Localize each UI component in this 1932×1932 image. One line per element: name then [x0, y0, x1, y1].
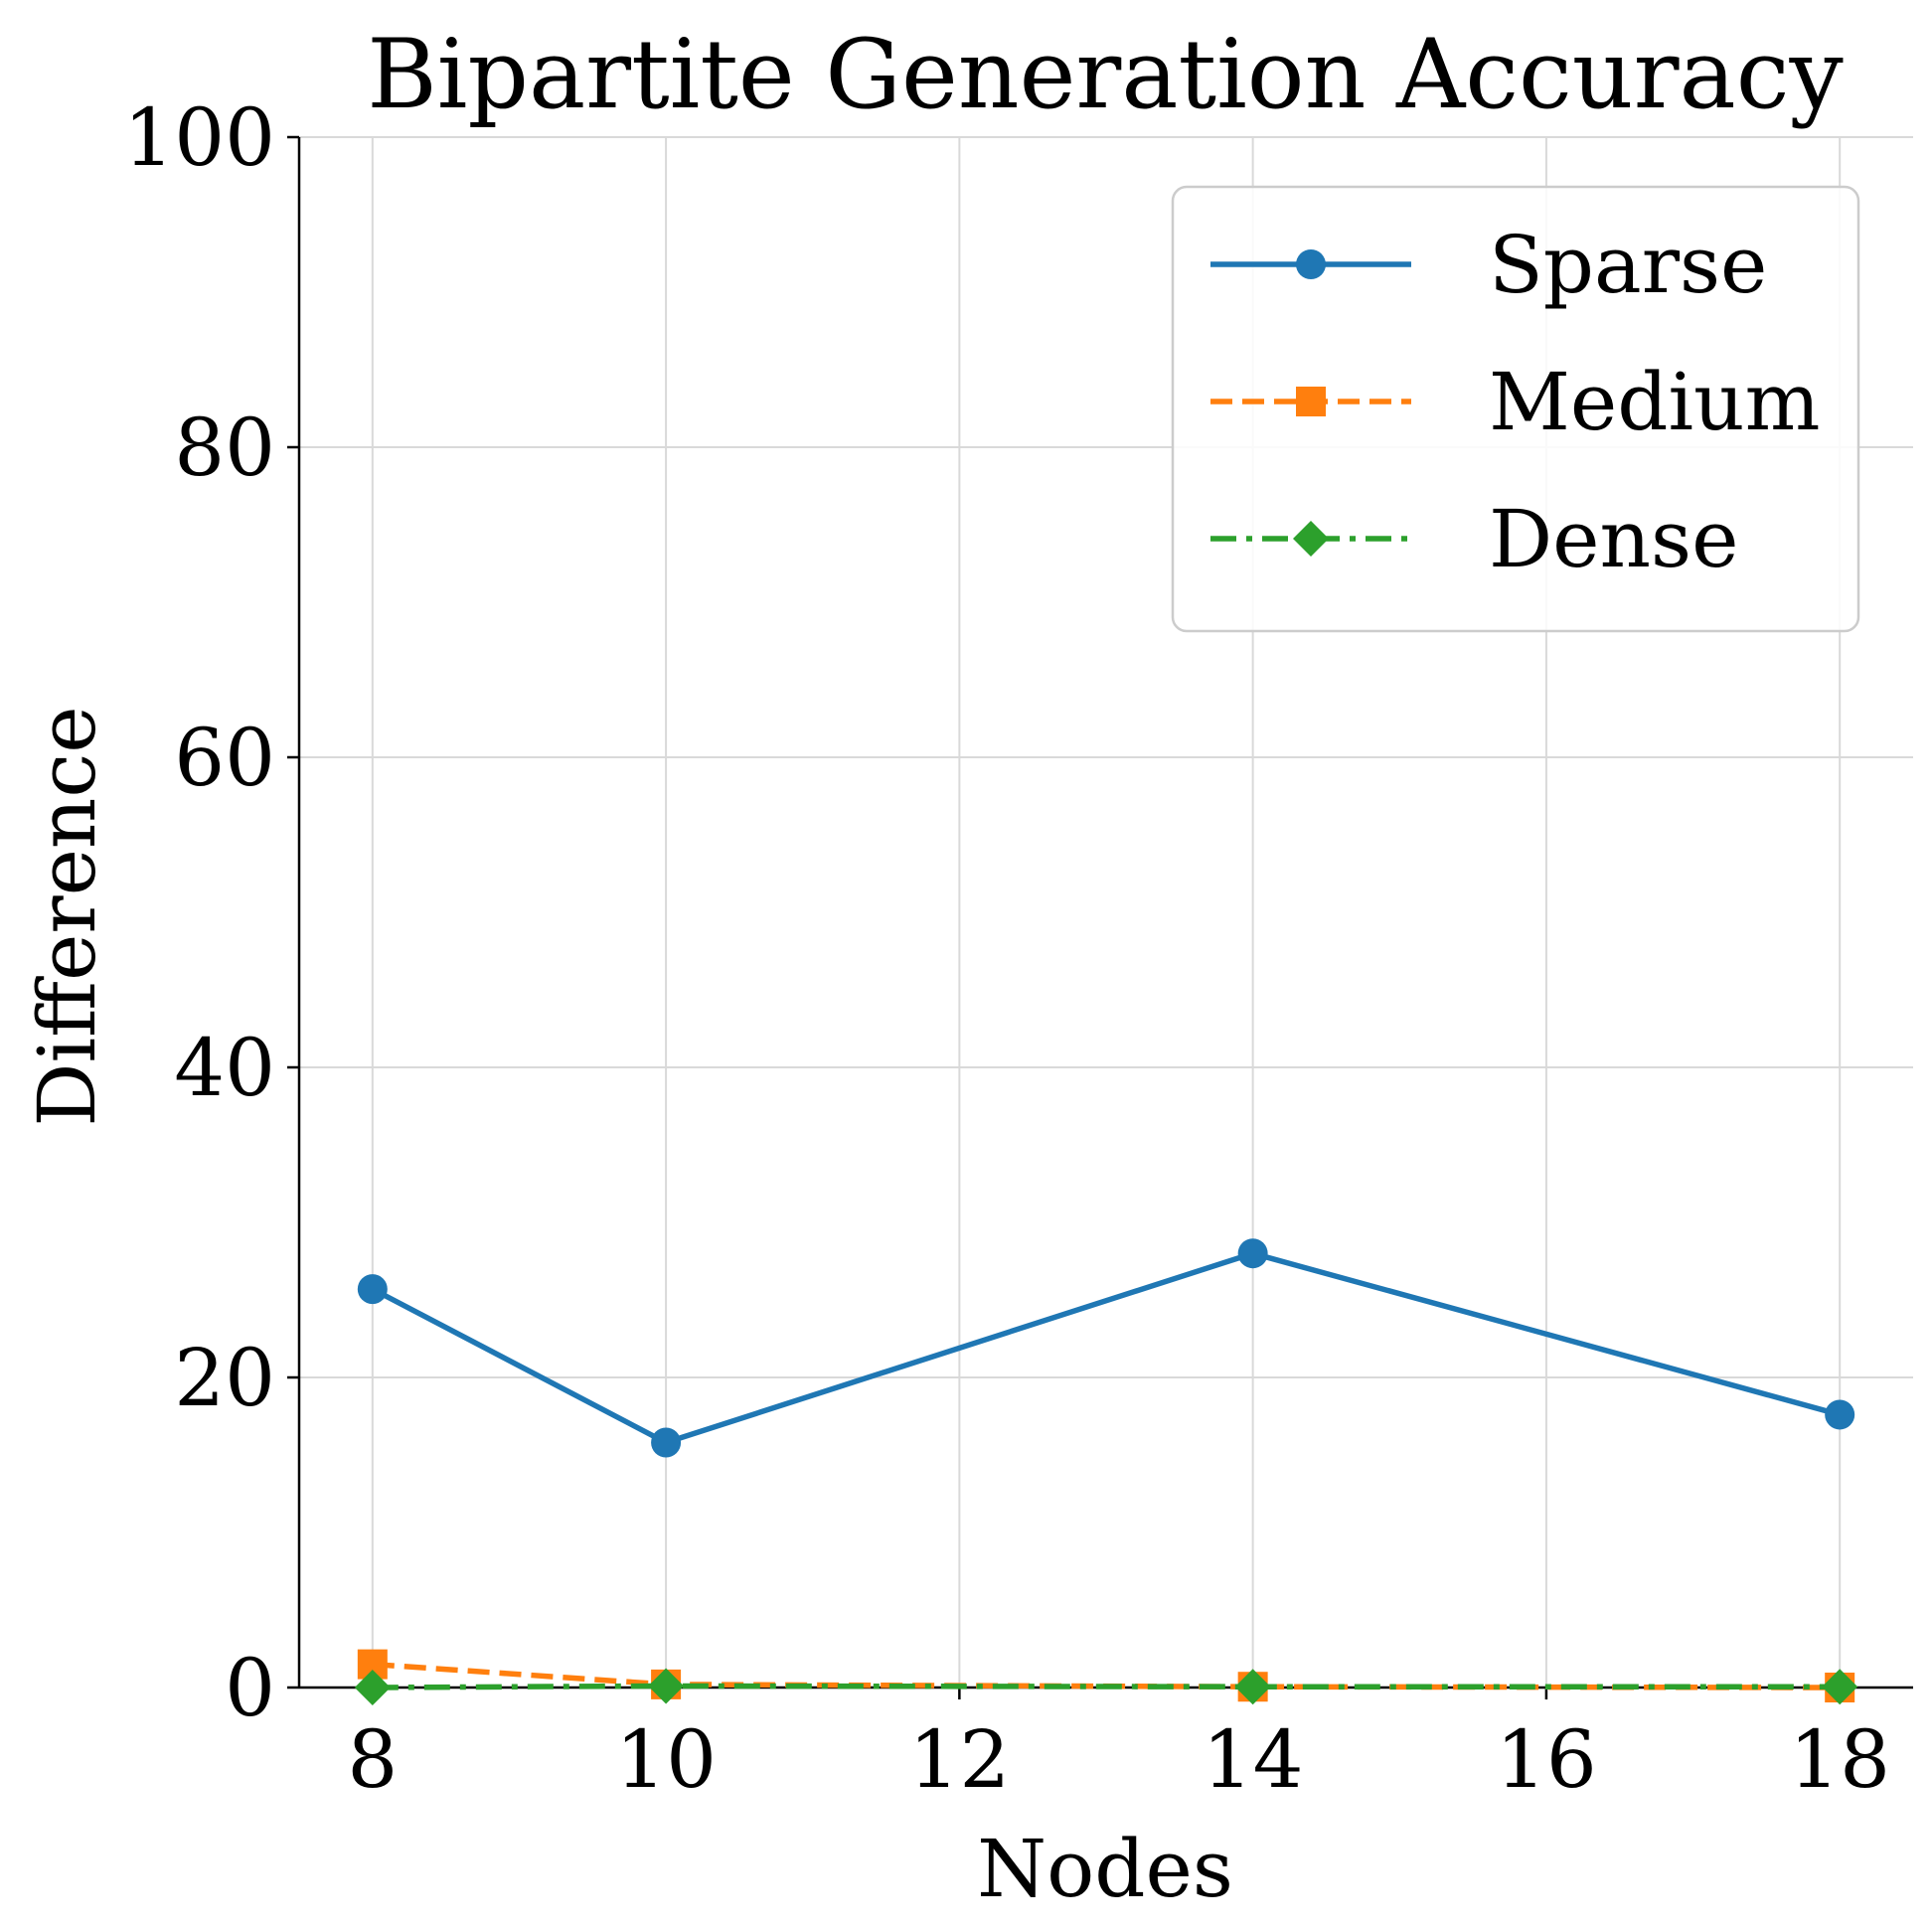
x-tick-label: 10	[615, 1713, 717, 1806]
y-tick-label: 20	[174, 1332, 275, 1424]
chart-title: Bipartite Generation Accuracy	[367, 19, 1844, 130]
legend-item-sparse: Sparse	[1210, 219, 1767, 311]
data-point-dense	[354, 1670, 391, 1705]
x-tick-label: 8	[347, 1713, 398, 1806]
data-point-dense	[1234, 1669, 1271, 1705]
y-tick-label: 60	[174, 712, 275, 804]
series-dense	[354, 1668, 1858, 1705]
series-layer	[354, 1238, 1858, 1705]
x-tick-label: 12	[908, 1713, 1010, 1806]
x-tick-label: 16	[1496, 1713, 1597, 1806]
data-point-sparse	[651, 1427, 682, 1458]
data-point-sparse	[1825, 1399, 1855, 1430]
legend-label-sparse: Sparse	[1489, 219, 1767, 311]
series-line-dense	[372, 1683, 1841, 1690]
legend-item-dense: Dense	[1210, 493, 1738, 585]
legend-label-medium: Medium	[1489, 356, 1820, 448]
legend-marker-medium	[1296, 387, 1326, 416]
x-tick-label: 14	[1203, 1713, 1304, 1806]
data-point-dense	[648, 1668, 685, 1704]
legend-item-medium: Medium	[1210, 356, 1820, 448]
legend-label-dense: Dense	[1489, 493, 1738, 585]
y-tick-label: 100	[123, 91, 275, 184]
series-line-sparse	[371, 1250, 1841, 1446]
legend-marker-dense	[1293, 521, 1329, 557]
y-axis-label: Difference	[21, 706, 113, 1126]
x-axis-label: Nodes	[977, 1823, 1233, 1915]
x-tick-label: 18	[1789, 1713, 1890, 1806]
y-tick-label: 40	[174, 1022, 275, 1114]
y-tick-label: 80	[174, 402, 275, 494]
y-tick-label: 0	[225, 1642, 275, 1734]
axis-ticks: 8 10 12 14 16 18 0 20 40 60 80 100	[123, 91, 1890, 1806]
data-point-sparse	[357, 1274, 388, 1305]
series-medium	[357, 1649, 1855, 1702]
legend: Sparse Medium Dense	[1171, 185, 1860, 633]
legend-box	[1171, 185, 1860, 633]
data-point-dense	[1822, 1669, 1858, 1705]
series-sparse	[357, 1238, 1855, 1458]
legend-marker-sparse	[1296, 249, 1326, 279]
data-point-sparse	[1237, 1238, 1268, 1269]
